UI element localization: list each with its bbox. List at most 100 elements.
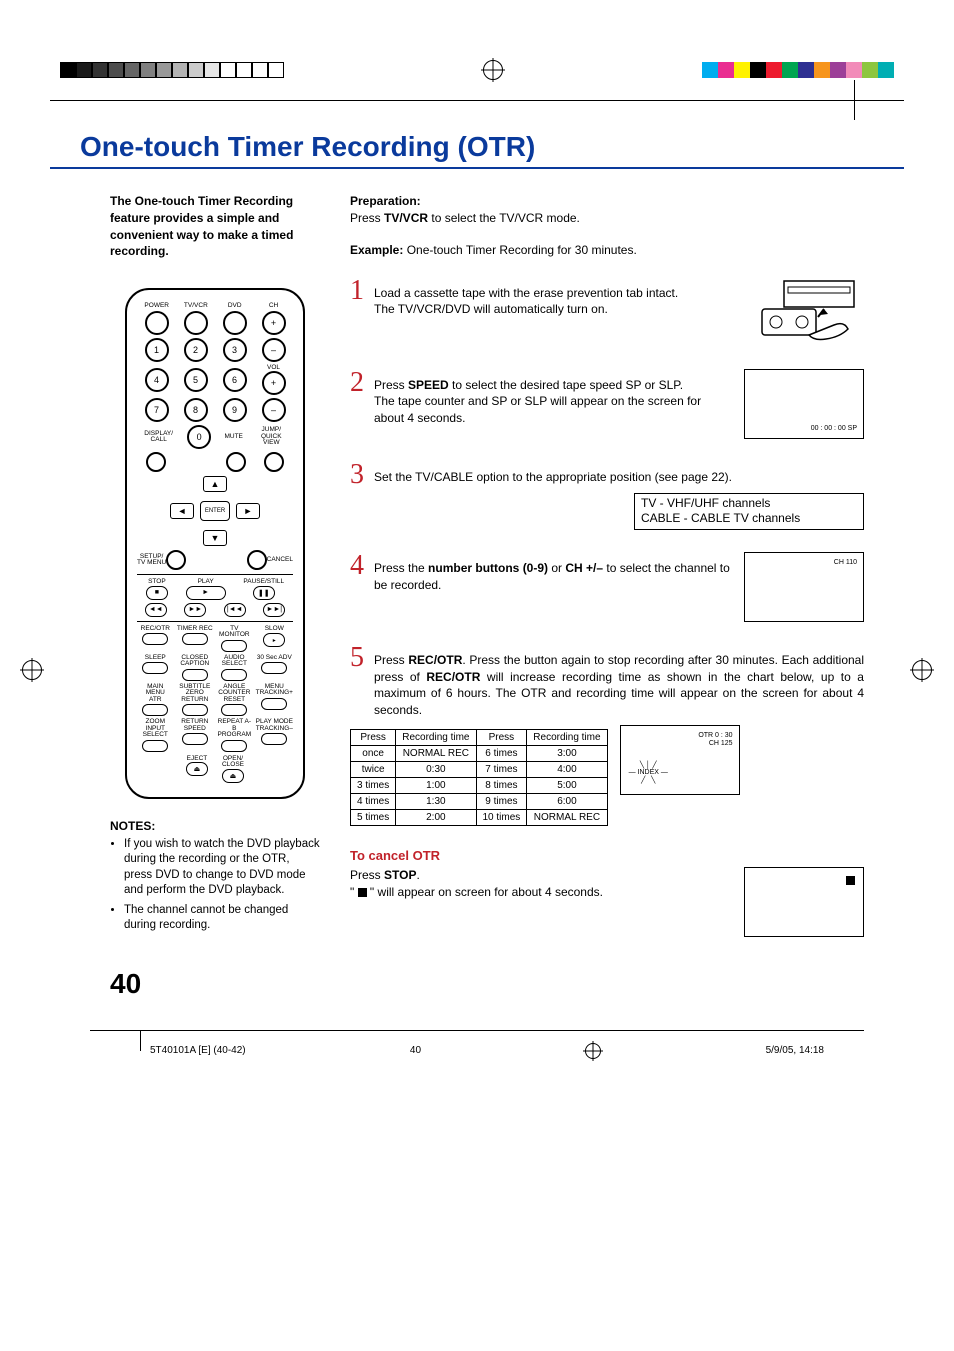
digit-9-icon: 9 <box>223 398 247 422</box>
osd-text: OTR 0 : 30 CH 125 <box>698 732 732 749</box>
tvvcr-label: TV/VCR <box>184 303 208 310</box>
digit-4-icon: 4 <box>145 368 169 392</box>
preparation-block: Preparation: Press TV/VCR to select the … <box>350 193 864 227</box>
enter-button-icon: ENTER <box>200 501 230 521</box>
step-5: 5 Press REC/OTR. Press the button again … <box>350 644 864 826</box>
digit-8-icon: 8 <box>184 398 208 422</box>
cancel-otr-heading: To cancel OTR <box>350 848 864 863</box>
menu-button-icon <box>261 698 287 710</box>
tv-cable-table: TV - VHF/UHF channels CABLE - CABLE TV c… <box>634 493 864 530</box>
eject-button-icon: ⏏ <box>186 762 208 776</box>
mute-label: MUTE <box>224 434 242 441</box>
cc-button-icon <box>182 669 208 681</box>
digit-6-icon: 6 <box>223 368 247 392</box>
repeat-button-icon <box>221 740 247 752</box>
stop-button-icon: ■ <box>146 586 168 600</box>
footer-rule <box>90 1030 864 1031</box>
dvd-button-icon <box>223 311 247 335</box>
open-button-icon: ⏏ <box>222 769 244 783</box>
footer-meta: 5T40101A [E] (40-42) 40 5/9/05, 14:18 <box>50 1031 904 1059</box>
tvmon-button-icon <box>221 640 247 652</box>
display-label: DISPLAY/ CALL <box>144 431 174 444</box>
adv-button-icon <box>261 662 287 674</box>
example-line: Example: One-touch Timer Recording for 3… <box>350 243 864 257</box>
digit-5-icon: 5 <box>184 368 208 392</box>
step-number: 2 <box>350 369 368 397</box>
osd-text: 00 : 00 : 00 SP <box>811 425 857 432</box>
play-label: PLAY <box>198 579 214 586</box>
ffwd-button-icon: ►► <box>184 603 206 617</box>
skip-back-icon: |◄◄ <box>224 603 246 617</box>
step-number: 3 <box>350 461 368 489</box>
registration-marks <box>50 60 904 101</box>
step-text: Press SPEED to select the desired tape s… <box>374 369 730 427</box>
cancel-text: Press STOP. " " will appear on screen fo… <box>350 867 716 901</box>
digit-3-icon: 3 <box>223 338 247 362</box>
table-row: CABLE - CABLE TV channels <box>641 511 857 527</box>
rew-button-icon: ◄◄ <box>145 603 167 617</box>
cassette-insert-icon <box>754 277 864 347</box>
power-button-icon <box>145 311 169 335</box>
note-item: The channel cannot be changed during rec… <box>124 903 320 934</box>
digit-7-icon: 7 <box>145 398 169 422</box>
stop-label: STOP <box>148 579 166 586</box>
ch-up-button-icon: + <box>262 311 286 335</box>
footer-page: 40 <box>410 1045 421 1056</box>
setup-label: SETUP/ TV MENU <box>137 554 166 567</box>
ch-label: CH <box>269 303 278 310</box>
footer-date: 5/9/05, 14:18 <box>766 1045 824 1056</box>
step-3: 3 Set the TV/CABLE option to the appropr… <box>350 461 864 530</box>
vol-down-button-icon: – <box>262 398 286 422</box>
remote-grid-1: REC/OTR TIMER REC TV MONITOR SLOW▸ SLEEP… <box>137 626 293 752</box>
slow-button-icon: ▸ <box>263 633 285 647</box>
main-button-icon <box>142 704 168 716</box>
step-text: Press the number buttons (0-9) or CH +/–… <box>374 552 730 594</box>
page-number: 40 <box>50 968 904 1000</box>
skip-fwd-icon: ►►| <box>263 603 285 617</box>
sub-button-icon <box>182 704 208 716</box>
pmode-button-icon <box>261 733 287 745</box>
power-label: POWER <box>144 303 169 310</box>
return-button-icon <box>182 733 208 745</box>
play-button-icon: ► <box>186 586 226 600</box>
open-label: OPEN/ CLOSE <box>222 756 244 769</box>
left-column: The One-touch Timer Recording feature pr… <box>110 193 320 938</box>
index-mark-icon: ╲ │ ╱ — INDEX — ╱ ╲ <box>629 761 668 784</box>
manual-page: One-touch Timer Recording (OTR) The One-… <box>0 0 954 1099</box>
zoom-button-icon <box>142 740 168 752</box>
right-column: Preparation: Press TV/VCR to select the … <box>350 193 864 938</box>
pause-label: PAUSE/STILL <box>243 579 284 586</box>
dpad-icon: ▲▼ ◄► ENTER <box>170 476 260 546</box>
osd-screen-icon <box>744 867 864 937</box>
footer-doc: 5T40101A [E] (40-42) <box>150 1045 246 1056</box>
page-title: One-touch Timer Recording (OTR) <box>50 131 904 169</box>
stop-square-icon <box>846 876 855 885</box>
step-text: Press REC/OTR. Press the button again to… <box>374 644 864 719</box>
remote-control-illustration: POWER TV/VCR DVD CH+ 1 2 3 – 4 5 6 VOL+ <box>125 288 305 799</box>
step-1: 1 Load a cassette tape with the erase pr… <box>350 277 864 347</box>
display-button-icon <box>146 452 166 472</box>
intro-text: The One-touch Timer Recording feature pr… <box>110 193 320 260</box>
crosshair-icon <box>912 660 932 680</box>
audio-button-icon <box>221 669 247 681</box>
crosshair-icon <box>22 660 42 680</box>
color-bar <box>702 62 894 78</box>
step-number: 5 <box>350 644 368 719</box>
step-text: Load a cassette tape with the erase prev… <box>374 277 740 319</box>
vol-up-button-icon: + <box>262 371 286 395</box>
step-number: 4 <box>350 552 368 580</box>
osd-screen-icon: 00 : 00 : 00 SP <box>744 369 864 439</box>
note-item: If you wish to watch the DVD playback du… <box>124 837 320 899</box>
sleep-button-icon <box>142 662 168 674</box>
step-4: 4 Press the number buttons (0-9) or CH +… <box>350 552 864 622</box>
digit-0-icon: 0 <box>187 425 211 449</box>
crosshair-icon <box>483 60 503 80</box>
osd-screen-icon: CH 110 <box>744 552 864 622</box>
notes-list: If you wish to watch the DVD playback du… <box>110 837 320 934</box>
content-columns: The One-touch Timer Recording feature pr… <box>50 173 904 938</box>
notes-heading: NOTES: <box>110 819 320 833</box>
grayscale-bar <box>60 62 284 78</box>
mute-button-icon <box>226 452 246 472</box>
step-text: Set the TV/CABLE option to the appropria… <box>374 461 732 489</box>
cancel-otr-block: Press STOP. " " will appear on screen fo… <box>350 867 864 937</box>
